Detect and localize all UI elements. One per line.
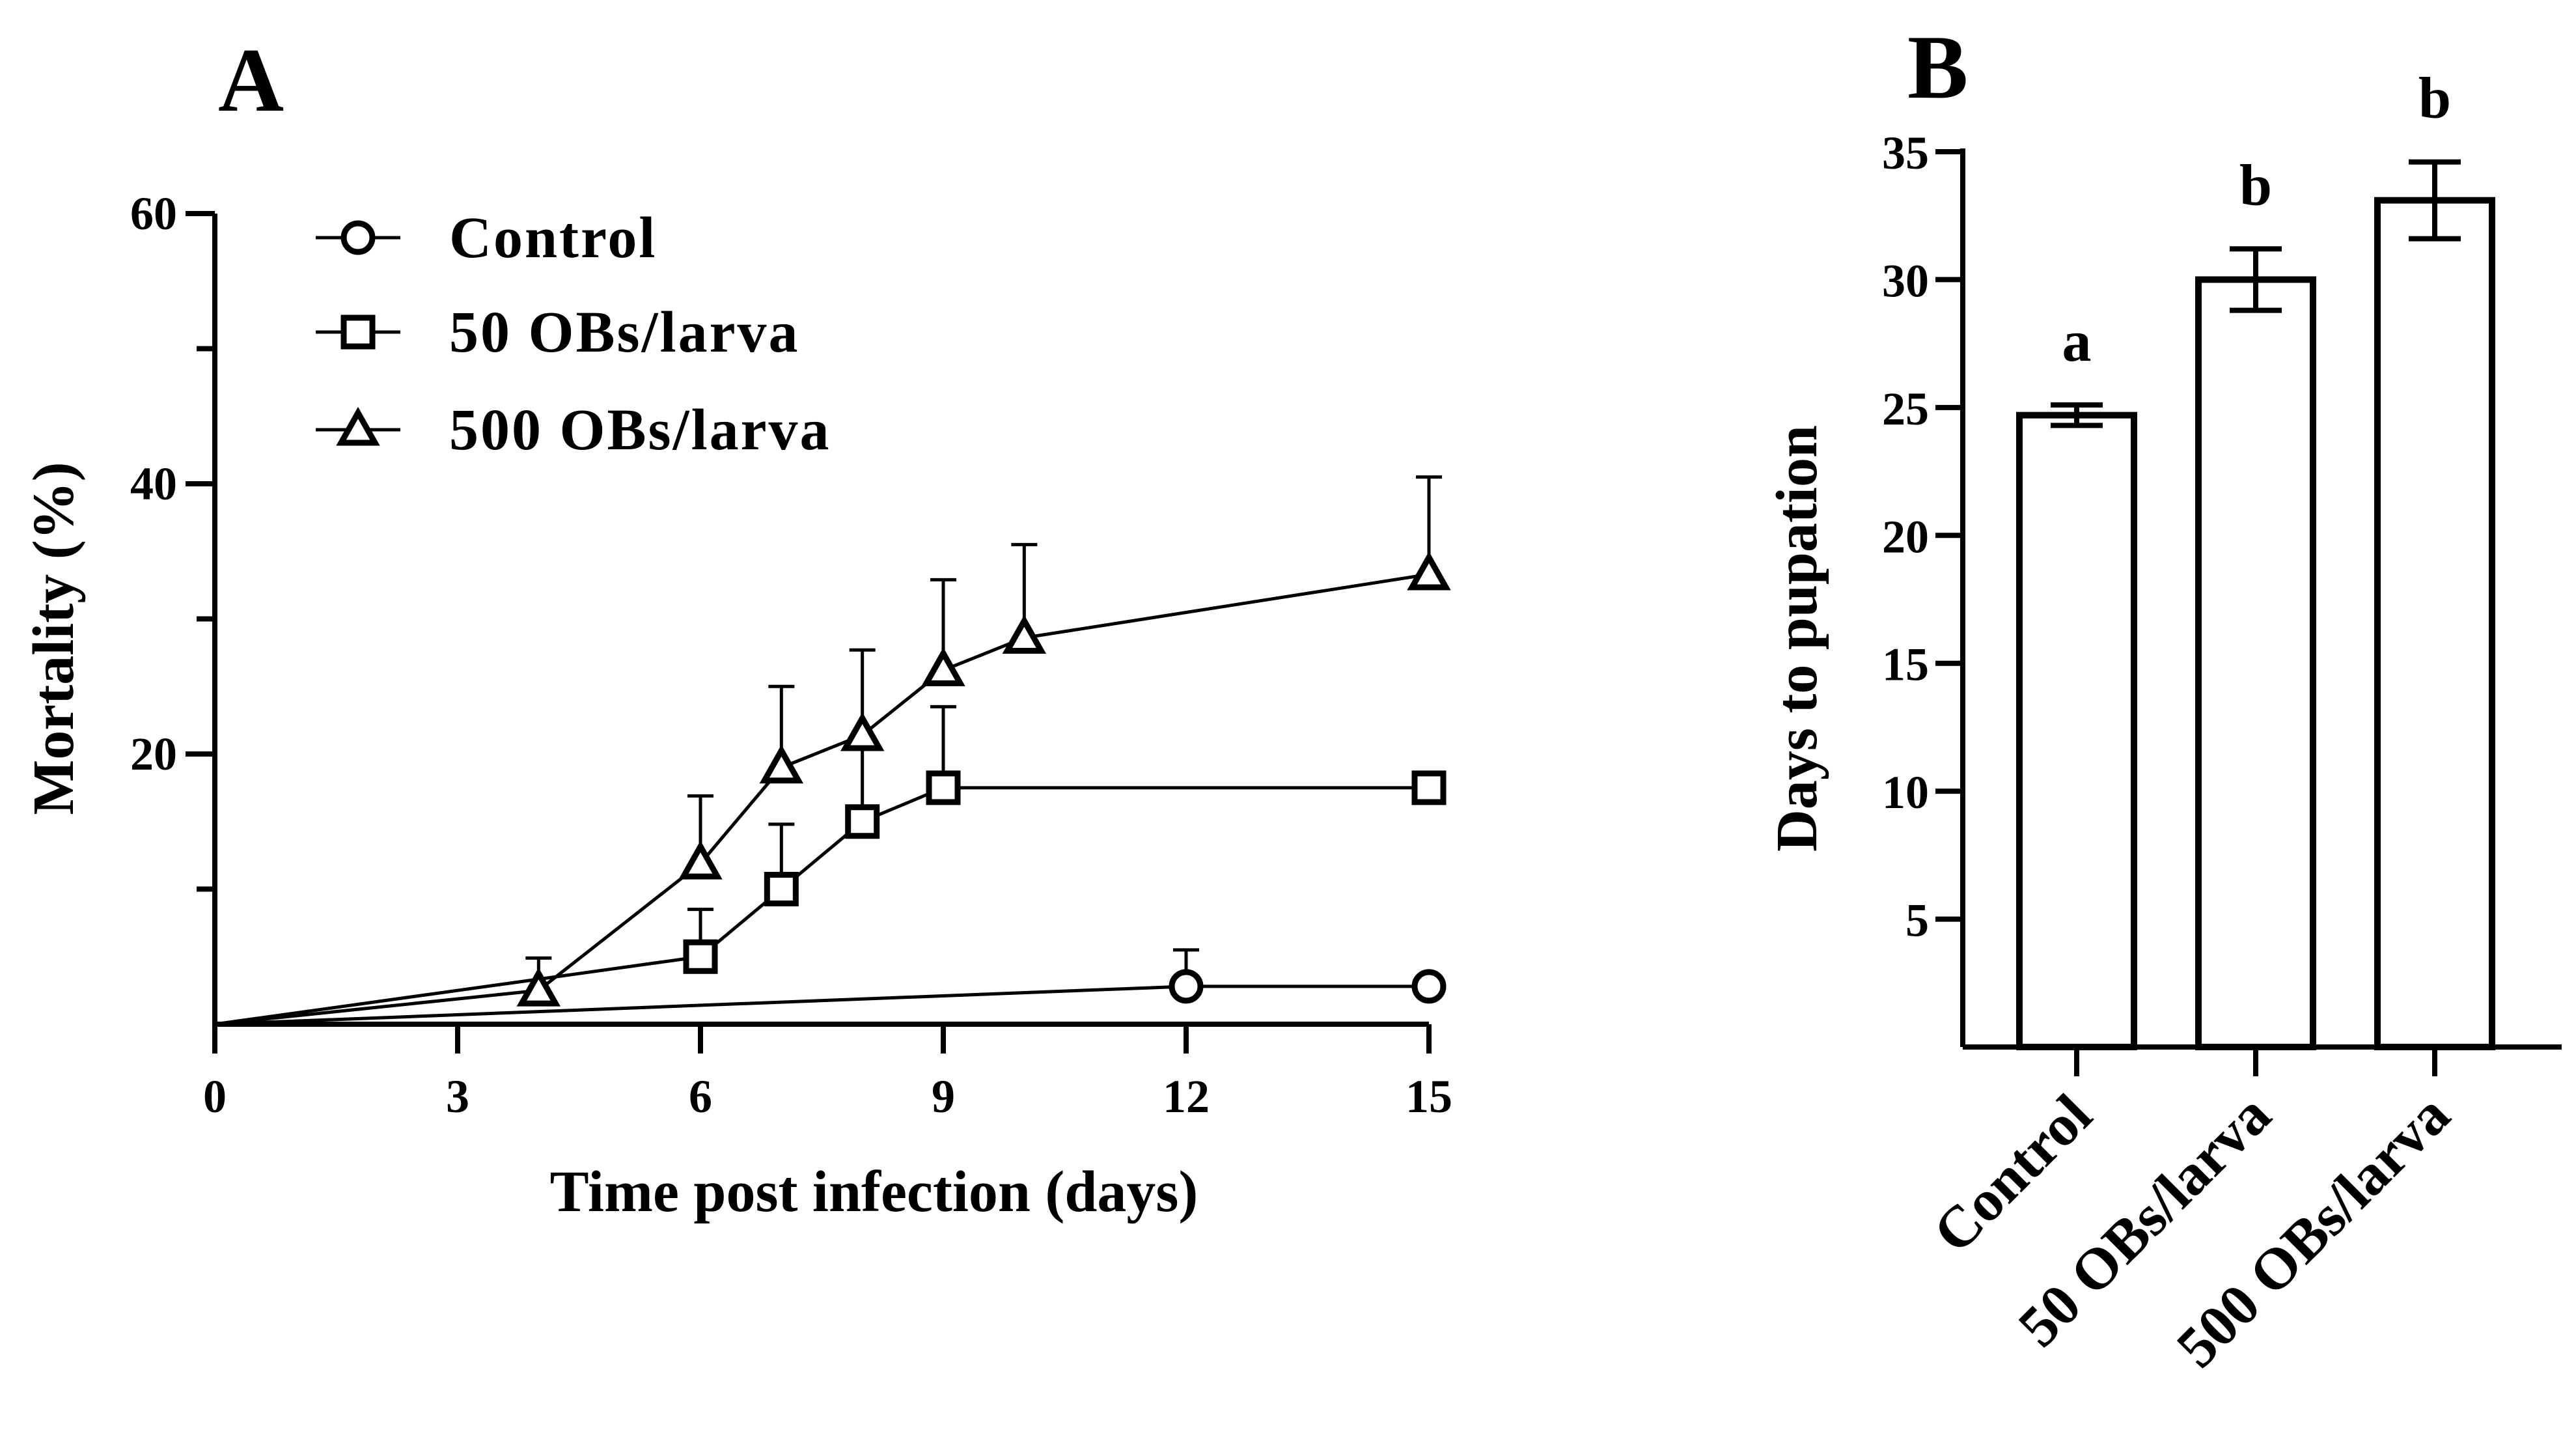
y-tick-label-35: 35 bbox=[1882, 127, 1929, 179]
y-tick-label-10: 10 bbox=[1882, 766, 1929, 818]
x-axis-title: Time post infection (days) bbox=[550, 1160, 1198, 1224]
y-tick-label-20: 20 bbox=[1882, 510, 1929, 563]
legend-marker-50-obs-larva bbox=[340, 314, 376, 350]
bar-500-obs-larva bbox=[2374, 197, 2495, 1051]
y-tick-label-5: 5 bbox=[1905, 895, 1929, 947]
x-tick-label-3: 3 bbox=[446, 1070, 469, 1123]
point-500-obs-larva-day-8 bbox=[840, 712, 885, 751]
bar-group-500-obs-larva: b bbox=[2374, 66, 2495, 1051]
y-tick-label-40: 40 bbox=[130, 458, 177, 510]
panel-a-line-chart: 20 40 60 0 3 6 9 12 15 Time post infection (days)… bbox=[21, 188, 1452, 1224]
x-tick-label-0: 0 bbox=[203, 1070, 227, 1123]
y-tick-label-25: 25 bbox=[1882, 383, 1929, 435]
point-50-obs-larva-day-8 bbox=[845, 804, 880, 839]
legend-label-500-obs-larva: 500 OBs/larva bbox=[449, 398, 831, 462]
point-500-obs-larva-day-7 bbox=[759, 744, 804, 784]
point-500-obs-larva-day-15 bbox=[1407, 551, 1451, 591]
x-tick-label-9: 9 bbox=[932, 1070, 955, 1123]
series-500-obs-larva bbox=[214, 475, 1451, 1026]
y-tick-label-60: 60 bbox=[130, 188, 177, 240]
series-control bbox=[214, 948, 1447, 1026]
x-tick-label-6: 6 bbox=[689, 1070, 712, 1123]
point-500-obs-larva-day-4 bbox=[516, 967, 561, 1007]
legend-label-control: Control bbox=[449, 206, 657, 270]
bar-50-obs-larva bbox=[2195, 276, 2316, 1050]
bar-group-control: a bbox=[2016, 309, 2137, 1050]
series-line-500-obs-larva bbox=[214, 572, 1430, 1026]
bar-control bbox=[2016, 412, 2137, 1050]
legend-label-50-obs-larva: 50 OBs/larva bbox=[449, 300, 800, 365]
y-tick-label-15: 15 bbox=[1882, 639, 1929, 691]
point-500-obs-larva-day-6 bbox=[678, 840, 723, 880]
significance-letter-500-obs-larva: b bbox=[2418, 66, 2451, 131]
point-50-obs-larva-day-7 bbox=[764, 872, 799, 906]
y-axis-title: Mortality (%) bbox=[21, 462, 86, 815]
point-control-day-12 bbox=[1169, 969, 1204, 1004]
point-control-day-15 bbox=[1411, 969, 1447, 1004]
point-500-obs-larva-day-9 bbox=[921, 647, 965, 686]
series-50-obs-larva bbox=[214, 705, 1447, 1026]
y-axis-title: Days to pupation bbox=[1765, 425, 1829, 852]
category-label-control: Control bbox=[1921, 1082, 2104, 1265]
legend: Control 50 OBs/larva 500 OBs/larva bbox=[316, 206, 831, 462]
significance-letter-50-obs-larva: b bbox=[2239, 153, 2272, 217]
significance-letter-control: a bbox=[2062, 309, 2092, 374]
point-50-obs-larva-day-9 bbox=[926, 770, 961, 805]
point-50-obs-larva-day-15 bbox=[1411, 770, 1447, 805]
x-tick-label-15: 15 bbox=[1406, 1070, 1452, 1123]
x-tick-label-12: 12 bbox=[1163, 1070, 1210, 1123]
legend-marker-500-obs-larva bbox=[336, 406, 380, 446]
y-tick-label-20: 20 bbox=[130, 728, 177, 780]
panel-a-label: A bbox=[218, 30, 284, 131]
y-tick-label-30: 30 bbox=[1882, 255, 1929, 307]
panel-b-label: B bbox=[1907, 17, 1968, 118]
point-50-obs-larva-day-6 bbox=[683, 939, 718, 974]
series-line-50-obs-larva bbox=[214, 786, 1429, 1026]
legend-marker-control bbox=[340, 220, 376, 255]
point-500-obs-larva-day-10 bbox=[1002, 615, 1047, 654]
bar-group-50-obs-larva: b bbox=[2195, 153, 2316, 1050]
